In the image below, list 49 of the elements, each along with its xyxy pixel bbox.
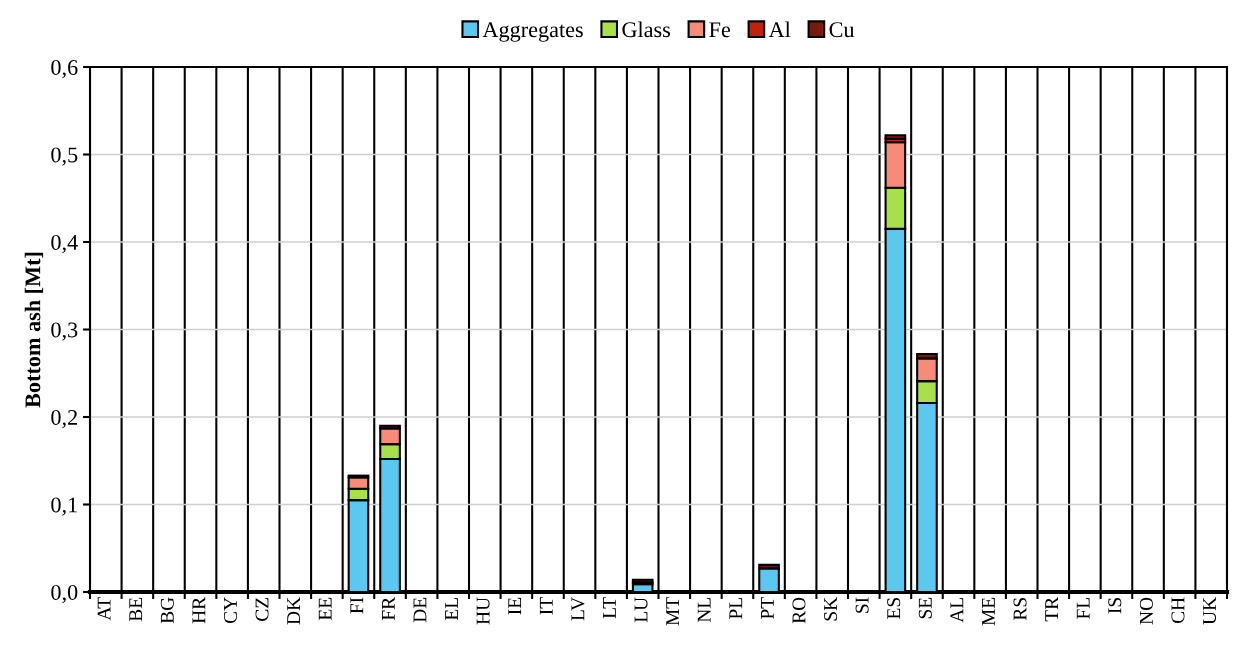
x-tick-label: DE: [413, 597, 427, 623]
x-tick-label: BG: [160, 597, 174, 624]
x-tick-label: MT: [666, 597, 679, 626]
legend-label: Aggregates: [482, 22, 583, 42]
y-tick-label: 0,6: [51, 59, 78, 79]
x-tick-label: EE: [318, 597, 332, 621]
x-tick-label: AT: [97, 597, 111, 621]
x-tick-label: BE: [129, 597, 143, 622]
x-tick-label: FL: [1076, 598, 1090, 619]
x-tick-label: ME: [982, 597, 995, 626]
legend-label: Glass: [622, 21, 671, 38]
x-tick-label: CY: [223, 597, 237, 624]
y-tick-label: 0,0: [51, 584, 78, 604]
x-tick-label: SK: [824, 597, 838, 621]
x-tick-label: AL: [950, 598, 964, 623]
x-tick-label: EL: [445, 598, 458, 621]
x-tick-label: PL: [729, 598, 743, 619]
x-tick-label: HR: [192, 596, 206, 624]
x-tick-label: NO: [1139, 597, 1153, 625]
x-tick-label: NL: [697, 598, 711, 623]
x-tick-label: LV: [571, 597, 585, 621]
x-tick-label: PT: [760, 597, 774, 619]
x-tick-label: CZ: [255, 597, 269, 621]
x-tick-label: RO: [792, 597, 806, 624]
x-tick-label: HU: [476, 597, 490, 625]
x-tick-label: FR: [381, 596, 395, 621]
x-tick-label: IT: [539, 597, 553, 615]
x-tick-label: RS: [1013, 598, 1027, 621]
y-tick-label: 0,2: [51, 409, 77, 429]
x-tick-label: IE: [508, 597, 522, 615]
x-tick-label: LT: [603, 597, 616, 619]
x-tick-label: TR: [1045, 596, 1058, 622]
y-axis-title: Bottom ash [Mt]: [24, 252, 44, 408]
y-tick-label: 0,4: [51, 234, 78, 254]
x-tick-label: SE: [918, 597, 932, 619]
x-tick-label: CH: [1171, 597, 1185, 624]
x-tick-label: FI: [350, 597, 364, 614]
x-tick-label: IS: [1108, 598, 1122, 614]
y-tick-label: 0,1: [51, 497, 77, 516]
legend-label: Cu: [829, 22, 855, 38]
x-tick-label: ES: [887, 598, 901, 619]
legend-label: Fe: [709, 22, 731, 38]
x-tick-label: DK: [287, 597, 301, 625]
x-tick-label: UK: [1203, 597, 1217, 625]
legend-label: Al: [768, 21, 791, 37]
x-tick-label: LU: [634, 597, 648, 623]
x-tick-label: SI: [855, 597, 869, 613]
y-tick-label: 0,3: [51, 322, 78, 341]
y-tick-label: 0,5: [51, 147, 78, 166]
